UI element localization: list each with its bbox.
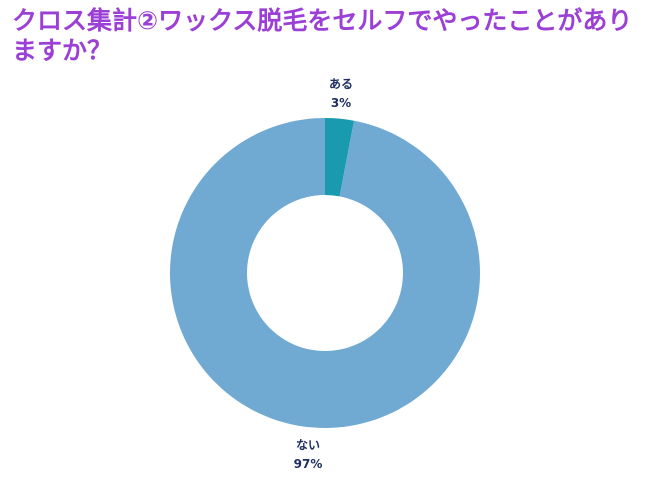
labels-group: ある 3% ない 97% xyxy=(294,77,353,471)
slice-label-aru-name: ある xyxy=(329,77,353,91)
chart-title: クロス集計②ワックス脱毛をセルフでやったことがありますか？ xyxy=(12,6,633,65)
slice-nai xyxy=(169,118,480,428)
slice-label-aru-value: 3% xyxy=(331,96,351,110)
slices-group xyxy=(169,118,480,428)
slice-label-nai-name: ない xyxy=(296,438,320,452)
slice-label-nai-value: 97% xyxy=(294,457,323,471)
slice-aru xyxy=(325,118,355,197)
